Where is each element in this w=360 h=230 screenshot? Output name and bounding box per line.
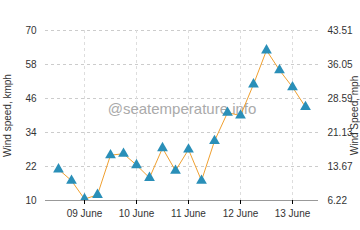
svg-text:13 June: 13 June [275,208,311,219]
svg-text:12 June: 12 June [223,208,259,219]
svg-text:21.13: 21.13 [327,126,353,138]
svg-text:Wind speed, kmph: Wind speed, kmph [2,74,13,157]
svg-text:10 June: 10 June [119,208,155,219]
svg-text:34: 34 [25,127,37,138]
svg-text:43.51: 43.51 [328,25,353,36]
svg-text:22: 22 [25,161,37,172]
svg-text:Wind Speed, mph: Wind Speed, mph [349,76,360,156]
svg-text:58: 58 [25,59,37,70]
svg-text:36.05: 36.05 [328,59,353,70]
svg-text:13.67: 13.67 [328,161,353,172]
svg-text:09 June: 09 June [67,208,103,219]
svg-text:10: 10 [25,195,37,206]
svg-text:70: 70 [25,25,37,36]
svg-text:28.59: 28.59 [327,92,353,104]
svg-text:46: 46 [25,93,37,104]
svg-text:11 June: 11 June [171,208,206,219]
svg-text:@seatemperature.info: @seatemperature.info [108,100,257,117]
svg-text:6.22: 6.22 [328,195,348,206]
